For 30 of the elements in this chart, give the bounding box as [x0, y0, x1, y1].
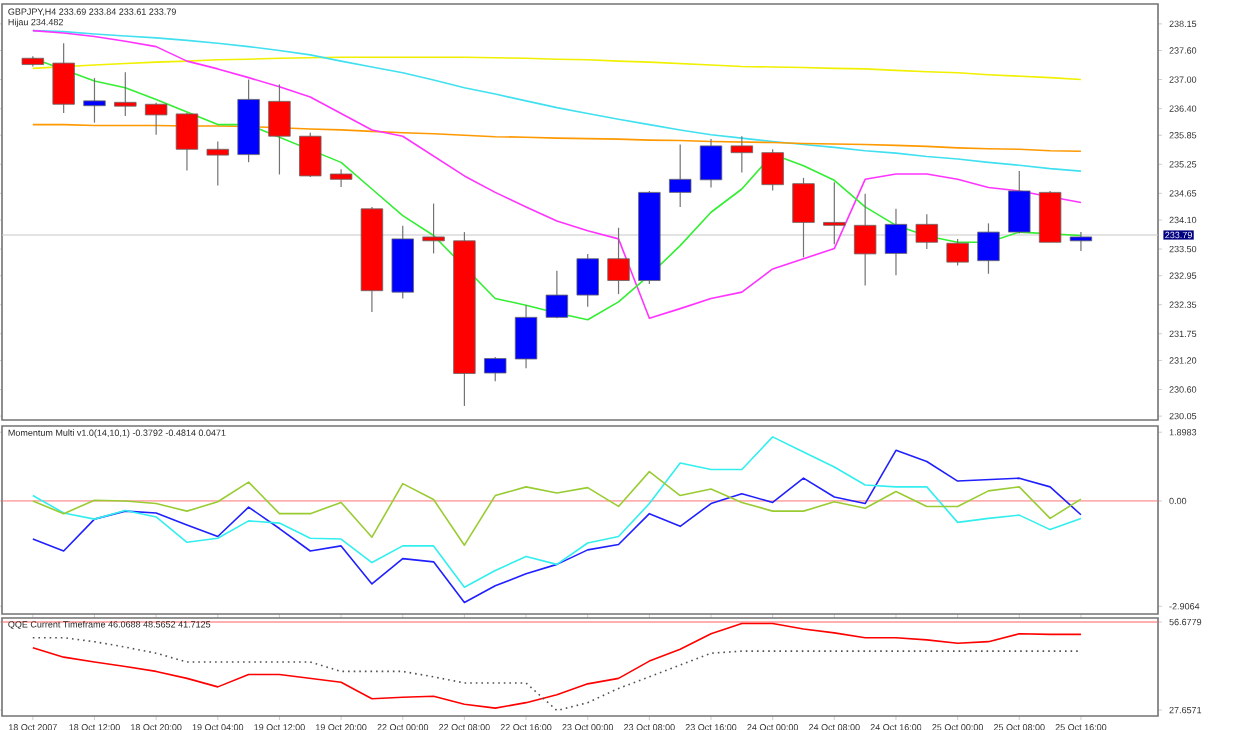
candlestick — [175, 112, 199, 172]
candlestick — [977, 222, 1000, 275]
line-series — [32, 436, 1082, 589]
candlestick — [792, 177, 815, 258]
candlestick — [576, 253, 599, 308]
candlestick — [823, 181, 846, 245]
candlestick — [514, 304, 538, 369]
candlestick — [114, 71, 137, 117]
candlestick — [607, 227, 630, 295]
candlestick — [730, 135, 754, 174]
candlestick — [484, 356, 507, 382]
candlestick — [268, 83, 291, 176]
candlestick — [669, 143, 692, 208]
line-series — [32, 470, 1082, 546]
candlestick — [206, 140, 229, 187]
candlestick — [761, 148, 784, 192]
candlestick — [884, 208, 908, 276]
candlestick — [1008, 170, 1031, 235]
candlestick — [699, 138, 723, 189]
candlestick — [1069, 231, 1093, 252]
candlestick — [853, 193, 877, 286]
candlestick — [422, 202, 445, 255]
candlestick — [915, 213, 938, 250]
candlestick — [545, 270, 569, 319]
candlestick — [144, 102, 168, 136]
candlestick — [329, 168, 353, 188]
candlestick — [52, 42, 75, 114]
candlestick — [83, 77, 106, 124]
candlestick — [299, 132, 322, 178]
candlestick — [946, 238, 969, 267]
